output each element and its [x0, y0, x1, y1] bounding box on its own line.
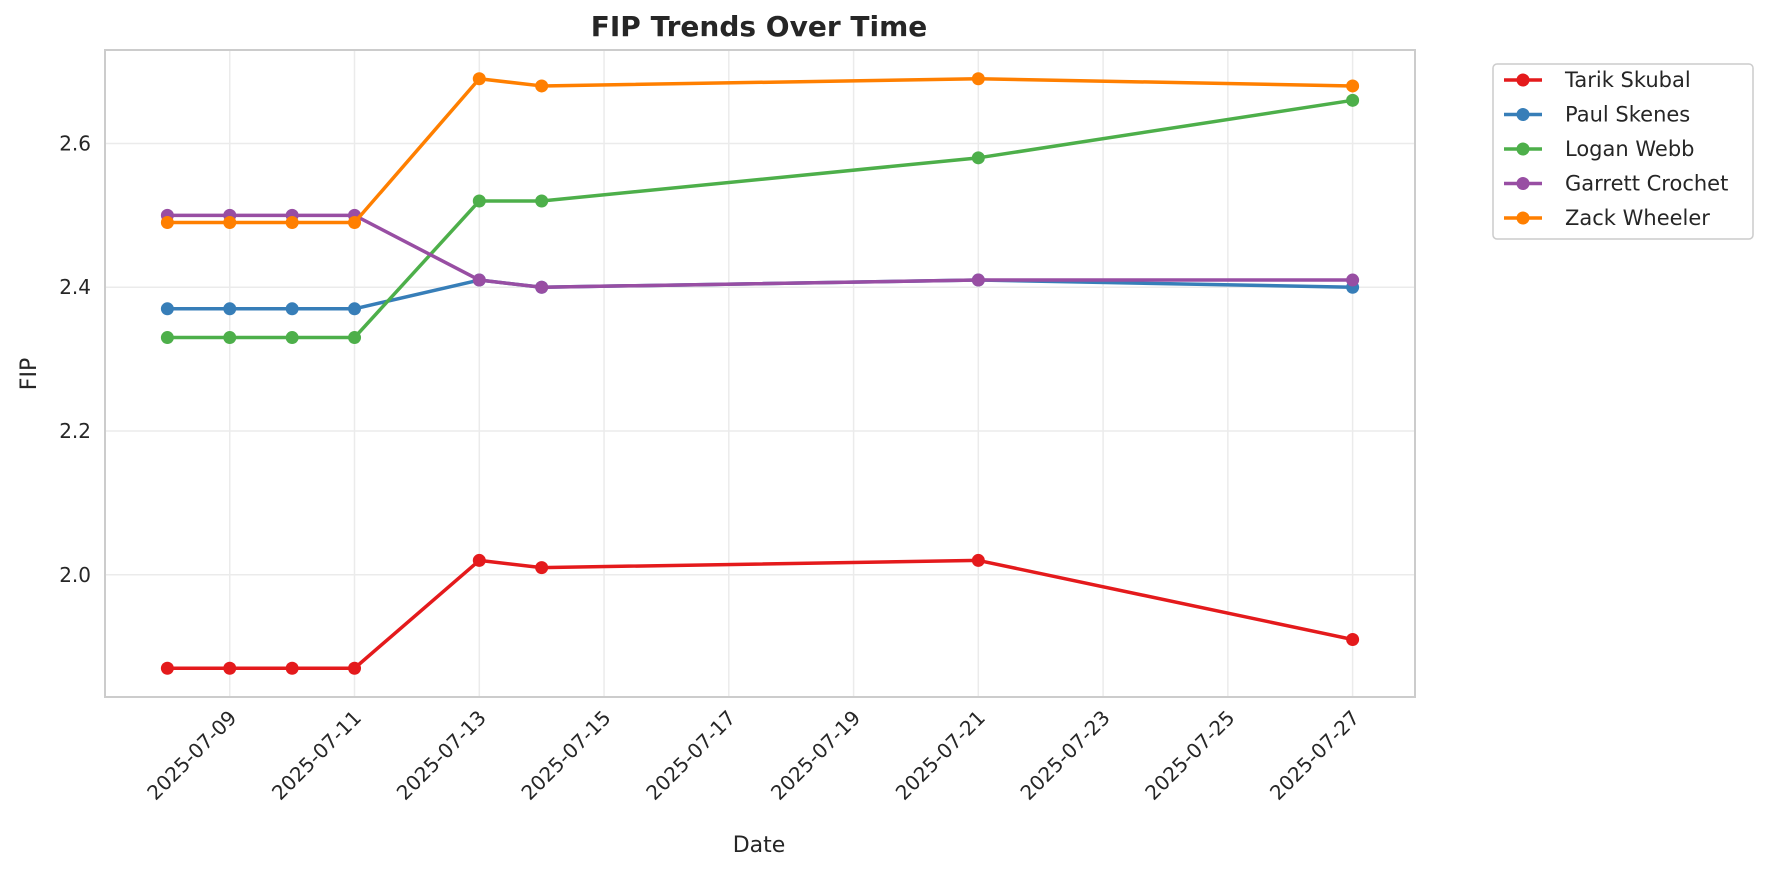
data-point — [285, 302, 299, 316]
x-tick-label: 2025-07-27 — [1265, 706, 1364, 805]
series-path — [167, 213, 1353, 289]
x-tick-label: 2025-07-13 — [392, 706, 491, 805]
data-point — [348, 331, 362, 345]
legend-label: Tarik Skubal — [1564, 68, 1691, 92]
legend-swatch-marker — [1516, 108, 1530, 121]
legend: Tarik Skubal Paul Skenes Logan Webb Garrett… — [1492, 63, 1754, 240]
legend-label: Garrett Crochet — [1565, 172, 1728, 196]
plot-frame — [104, 49, 1416, 698]
legend-label: Paul Skenes — [1565, 103, 1690, 127]
chart-title: FIP Trends Over Time — [591, 10, 928, 43]
x-axis-label: Date — [733, 833, 786, 858]
x-tick-label: 2025-07-09 — [142, 706, 241, 805]
data-point — [1346, 632, 1360, 646]
data-point — [223, 331, 237, 345]
data-point — [223, 302, 237, 316]
grid — [105, 50, 1415, 697]
x-tick-label: 2025-07-21 — [891, 706, 990, 805]
legend-label: Logan Webb — [1565, 137, 1694, 161]
series-line — [160, 72, 1360, 230]
data-point — [223, 661, 237, 675]
legend-label: Zack Wheeler — [1565, 206, 1710, 230]
data-point — [535, 280, 549, 294]
x-tick-label: 2025-07-15 — [516, 706, 615, 805]
data-point — [1346, 93, 1360, 107]
data-point — [535, 194, 549, 208]
data-point — [1346, 79, 1360, 93]
y-tick-label: 2.6 — [59, 131, 91, 155]
legend-swatch-marker — [1516, 211, 1530, 225]
y-tick-label: 2.2 — [59, 419, 91, 443]
data-point — [348, 216, 362, 230]
data-point — [223, 216, 237, 230]
data-point — [535, 79, 549, 93]
data-point — [160, 216, 174, 230]
x-tick-label: 2025-07-23 — [1015, 706, 1114, 805]
legend-swatch-marker — [1516, 142, 1530, 156]
data-point — [971, 72, 985, 86]
data-point — [348, 302, 362, 316]
data-point — [285, 216, 299, 230]
x-tick-label: 2025-07-17 — [641, 706, 740, 805]
y-tick-label: 2.4 — [59, 275, 91, 299]
series-path — [167, 98, 1353, 340]
data-point — [472, 273, 486, 287]
data-point — [971, 151, 985, 165]
y-tick-label: 2.0 — [59, 563, 91, 587]
y-axis-label: FIP — [17, 358, 42, 390]
legend-swatch-marker — [1516, 73, 1530, 87]
x-axis-ticks: 2025-07-09 2025-07-11 2025-07-13 2025-07-15… — [142, 706, 1364, 805]
data-point — [285, 331, 299, 345]
series-line — [160, 93, 1360, 345]
series-layer — [160, 72, 1360, 675]
data-point — [160, 661, 174, 675]
data-point — [535, 561, 549, 575]
data-point — [285, 661, 299, 675]
legend-box — [1492, 63, 1754, 240]
data-point — [472, 72, 486, 86]
data-point — [971, 553, 985, 567]
data-point — [472, 194, 486, 208]
series-line — [160, 553, 1360, 675]
data-point — [971, 273, 985, 287]
series-path — [167, 558, 1353, 670]
data-point — [160, 302, 174, 316]
legend-swatch-marker — [1516, 177, 1530, 190]
x-tick-label: 2025-07-25 — [1140, 706, 1239, 805]
data-point — [160, 331, 174, 345]
data-point — [1346, 273, 1360, 287]
x-tick-label: 2025-07-11 — [267, 706, 366, 805]
data-point — [472, 553, 486, 567]
y-axis-ticks: 2.0 2.2 2.4 2.6 — [59, 131, 91, 586]
x-tick-label: 2025-07-19 — [766, 706, 865, 805]
data-point — [348, 661, 362, 675]
series-path — [167, 77, 1353, 225]
